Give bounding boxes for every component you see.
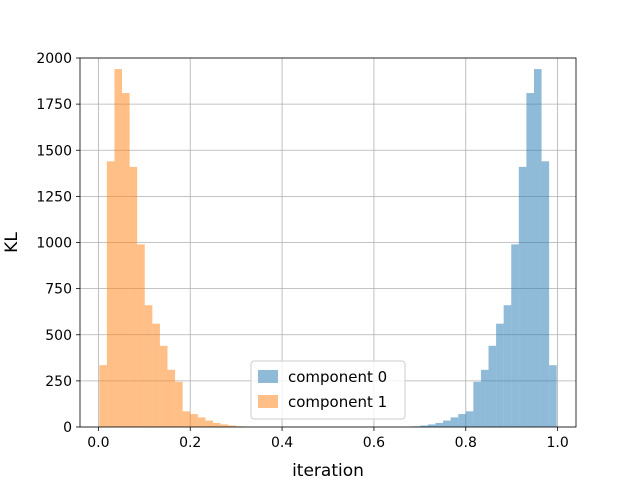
histogram-bar-series-0 (503, 305, 512, 427)
y-axis-ticks: 0 250 500 750 1000 1250 1500 1750 2000 (36, 51, 80, 436)
y-tick-label: 1250 (36, 189, 72, 205)
legend-swatch (258, 370, 278, 383)
histogram-bar-series-1 (167, 369, 176, 427)
histogram-bar-series-1 (129, 166, 138, 428)
histogram-bar-series-1 (205, 420, 213, 427)
y-axis-label: KL (2, 232, 22, 253)
histogram-bar-series-0 (465, 411, 474, 427)
histogram-bar-series-1 (99, 365, 107, 427)
histogram-bar-series-0 (533, 69, 542, 427)
histogram-bar-series-1 (159, 345, 168, 427)
legend-label: component 0 (288, 368, 387, 386)
histogram-bar-series-0 (450, 417, 459, 427)
x-tick-label: 0.4 (271, 435, 293, 451)
legend-label: component 1 (288, 393, 387, 411)
y-tick-label: 2000 (36, 51, 72, 67)
legend-box (250, 360, 406, 420)
x-tick-label: 0.6 (363, 435, 385, 451)
histogram-bar-series-0 (496, 323, 504, 427)
y-tick-label: 1500 (36, 143, 72, 159)
histogram-bar-series-0 (480, 369, 489, 427)
histogram-bar-series-0 (443, 420, 451, 427)
legend: component 0 component 1 (250, 360, 406, 420)
histogram-bar-series-1 (220, 424, 229, 427)
histogram-bar-series-1 (182, 411, 191, 427)
y-tick-label: 1000 (36, 236, 72, 252)
y-tick-label: 250 (45, 374, 72, 390)
histogram-bar-series-0 (549, 365, 557, 427)
grid-lines (80, 57, 576, 428)
histogram-bar-series-1 (212, 422, 221, 427)
histogram-bar-series-0 (435, 422, 444, 427)
legend-swatch (258, 395, 278, 408)
histogram-bar-series-1 (152, 323, 160, 427)
histogram-bar-series-0 (458, 414, 466, 427)
histogram-bar-series-1 (137, 244, 145, 427)
y-tick-label: 0 (63, 420, 72, 436)
y-tick-label: 750 (45, 282, 72, 298)
x-tick-label: 0.0 (87, 435, 109, 451)
histogram-bar-series-1 (122, 93, 130, 428)
histogram-bar-series-0 (427, 424, 436, 427)
x-axis-label: iteration (292, 461, 364, 480)
histogram-bar-series-0 (541, 161, 550, 427)
histogram-bar-series-0 (518, 166, 527, 428)
histogram-bar-series-0 (488, 345, 497, 427)
x-tick-label: 0.8 (455, 435, 477, 451)
histogram-bar-series-1 (190, 414, 198, 427)
histogram-bar-series-0 (526, 93, 534, 428)
histogram-bar-series-1 (114, 69, 123, 427)
y-tick-label: 1750 (36, 97, 72, 113)
x-axis-ticks: 0.0 0.2 0.4 0.6 0.8 1.0 (87, 427, 569, 451)
histogram-bars (99, 69, 557, 428)
histogram-bar-series-1 (228, 425, 236, 427)
x-tick-label: 1.0 (546, 435, 568, 451)
histogram-bar-series-1 (144, 305, 153, 427)
histogram-bar-series-1 (197, 417, 206, 427)
histogram-bar-series-1 (175, 381, 183, 427)
y-tick-label: 500 (45, 328, 72, 344)
histogram-bar-series-0 (420, 425, 428, 427)
x-tick-label: 0.2 (179, 435, 201, 451)
histogram-bar-series-1 (106, 161, 115, 427)
histogram-bar-series-0 (511, 244, 519, 427)
histogram-bar-series-0 (473, 381, 481, 427)
